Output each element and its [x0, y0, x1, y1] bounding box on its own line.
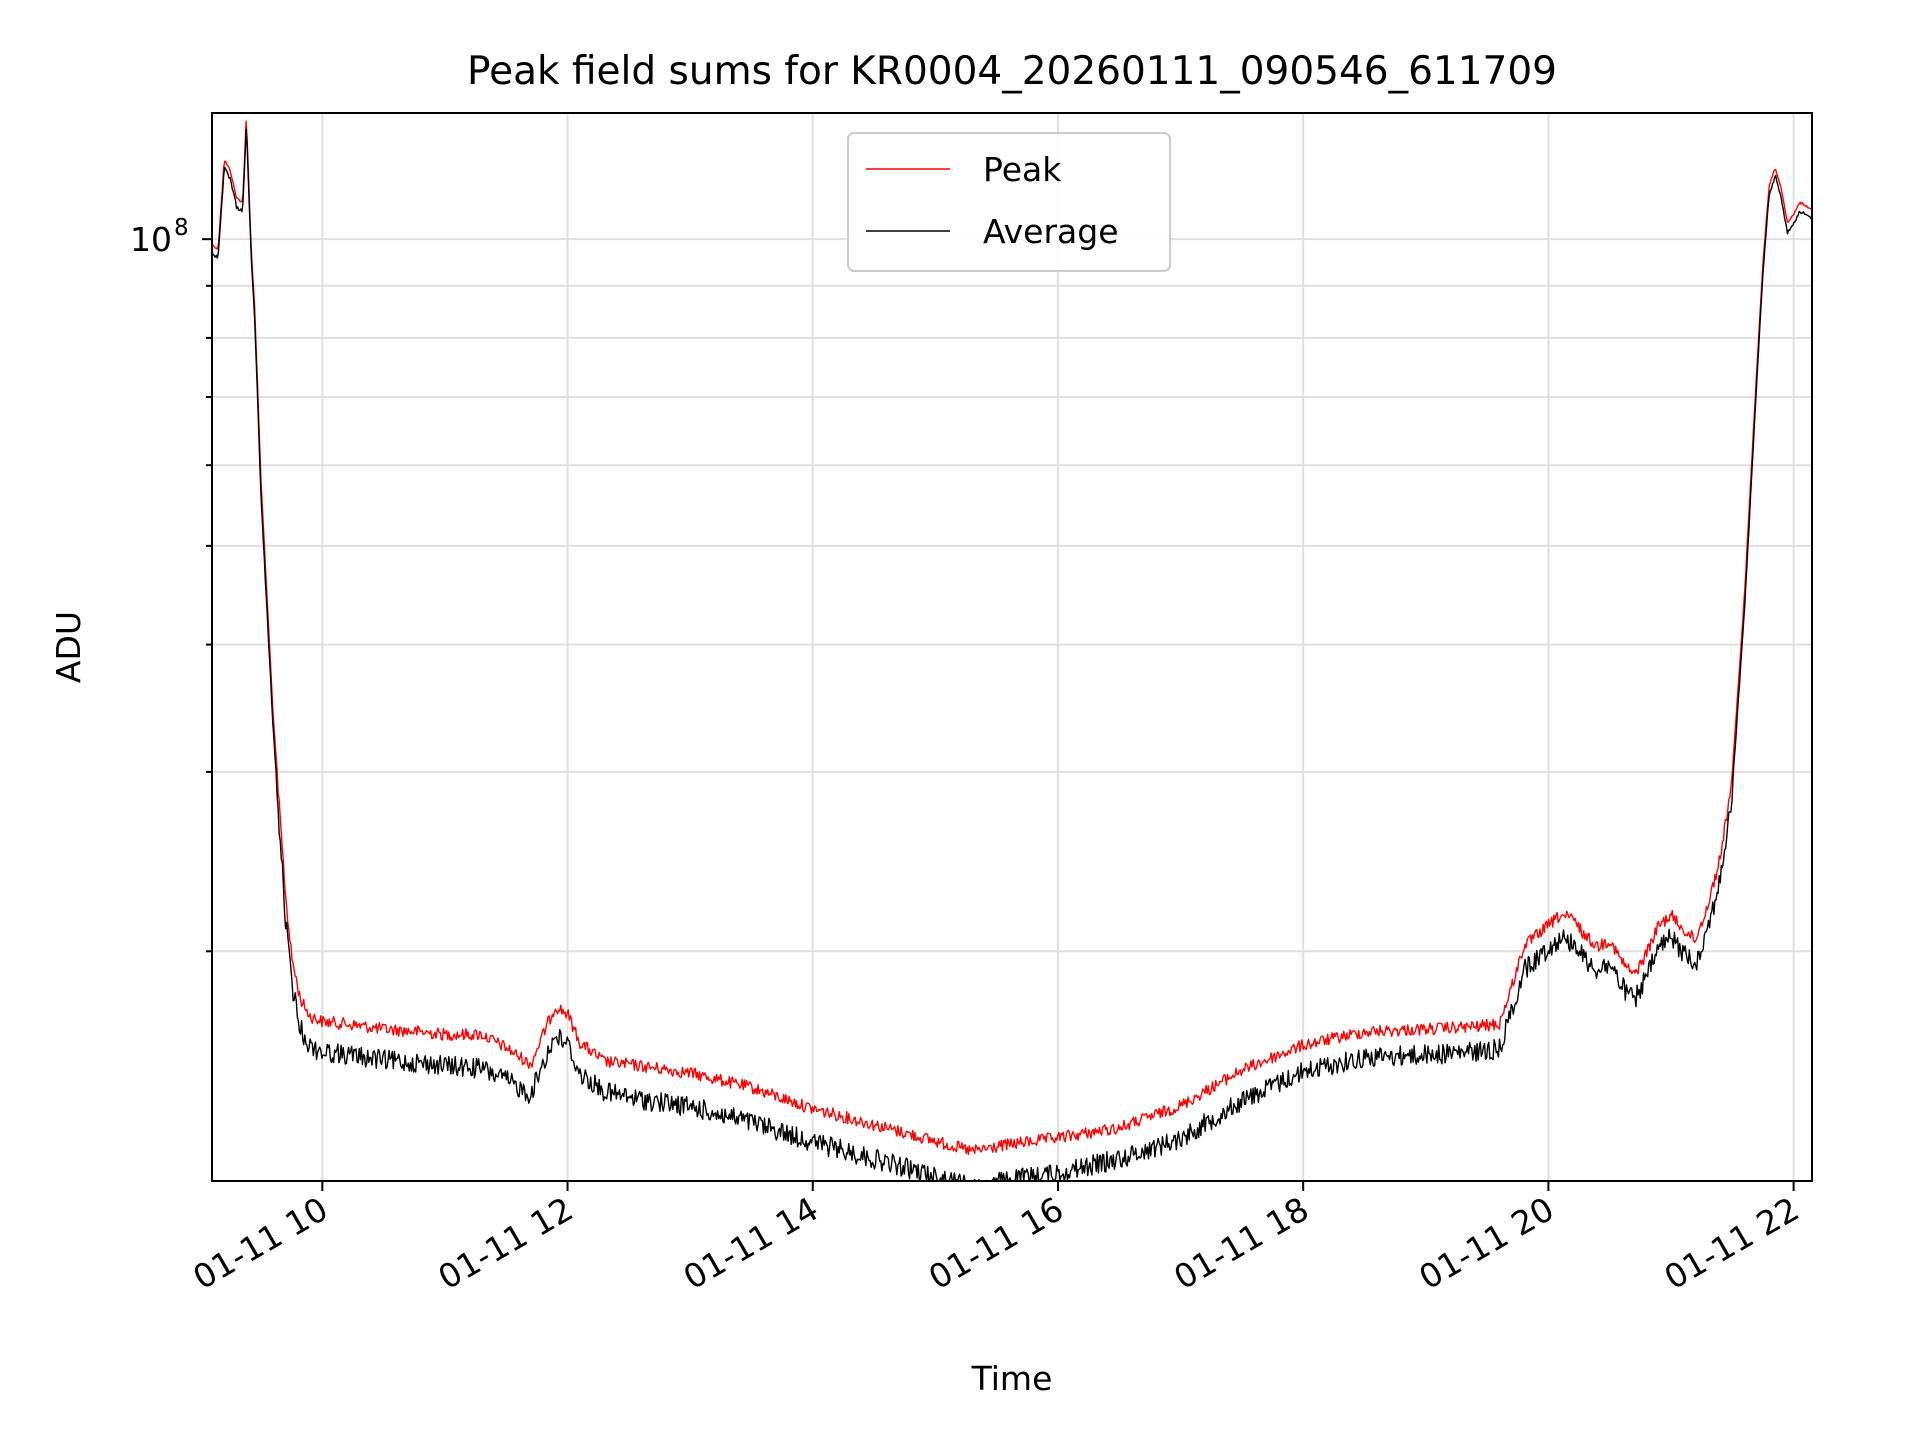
legend-label-average: Average: [983, 212, 1119, 251]
x-axis-label: Time: [971, 1359, 1053, 1398]
grid: [212, 113, 1812, 1181]
y-axis: 10 8: [130, 215, 212, 953]
series-line-peak: [211, 120, 1813, 1156]
y-tick-label: 10: [130, 220, 172, 259]
y-tick-label-exponent: 8: [174, 215, 189, 241]
legend-box: [847, 132, 1171, 272]
plot-frame: [211, 112, 1813, 1182]
y-axis-label: ADU: [49, 611, 88, 683]
chart-title: Peak field sums for KR0004_20260111_0905…: [467, 49, 1557, 94]
legend: Peak Average: [847, 132, 1171, 272]
legend-label-peak: Peak: [983, 150, 1062, 189]
